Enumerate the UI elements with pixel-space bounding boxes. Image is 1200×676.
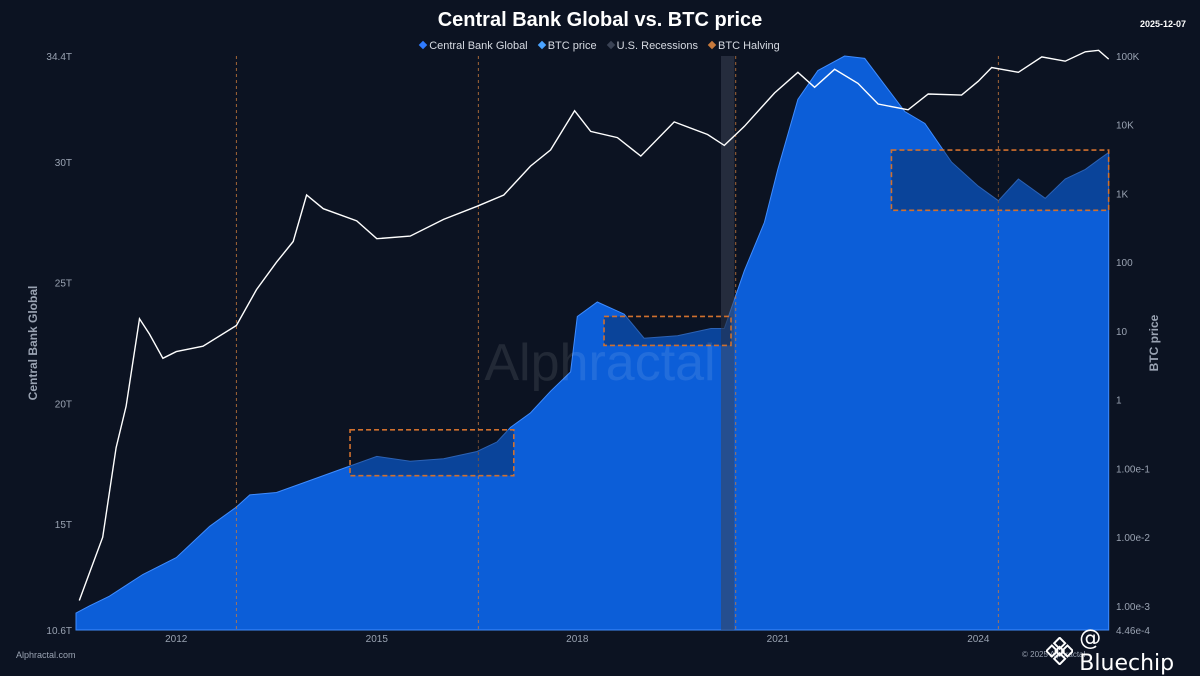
legend-label: U.S. Recessions: [616, 40, 698, 52]
highlight-box: [349, 429, 515, 477]
binance-logo-icon: [1046, 637, 1074, 665]
x-axis-tick: 2018: [566, 634, 589, 645]
highlight-box: [603, 315, 732, 347]
brand-text: @ Bluechip: [1079, 626, 1175, 676]
left-axis-tick: 25T: [55, 279, 72, 290]
right-axis-tick: 10K: [1116, 121, 1134, 132]
right-axis-tick: 100K: [1116, 52, 1140, 63]
date-stamp: 2025-12-07: [1139, 19, 1186, 29]
legend-marker-icon: [606, 40, 615, 50]
legend-label: BTC Halving: [718, 40, 780, 52]
right-axis-tick: 1K: [1116, 189, 1129, 200]
right-axis-tick: 1.00e-3: [1116, 602, 1150, 613]
legend-label: BTC price: [547, 40, 597, 52]
left-axis-tick: 34.4T: [46, 52, 72, 63]
legend: Central Bank Global BTC price U.S. Reces…: [0, 40, 1200, 52]
right-axis-tick: 10: [1116, 327, 1128, 338]
legend-item-btc-price[interactable]: BTC price: [537, 40, 597, 52]
legend-item-recessions[interactable]: U.S. Recessions: [606, 40, 698, 52]
btc-price-line: [78, 49, 1110, 601]
highlight-box: [890, 149, 1110, 212]
right-axis-label: BTC price: [1147, 314, 1161, 371]
legend-label: Central Bank Global: [429, 40, 528, 52]
legend-item-halving[interactable]: BTC Halving: [707, 40, 780, 52]
x-axis-tick: 2021: [767, 634, 790, 645]
x-axis-tick: 2012: [165, 634, 188, 645]
watermark-text: Alphractal: [484, 334, 715, 392]
recession-band: [720, 56, 735, 630]
right-axis-tick: 1.00e-2: [1116, 533, 1150, 544]
x-axis-tick: 2024: [967, 634, 990, 645]
legend-marker-icon: [537, 40, 546, 50]
source-text: Alphractal.com: [16, 650, 76, 660]
brand-badge: @ Bluechip: [1046, 626, 1200, 676]
left-axis-tick: 30T: [55, 158, 72, 169]
left-axis-label: Central Bank Global: [26, 286, 40, 401]
right-axis-tick: 100: [1116, 258, 1133, 269]
right-axis-tick: 1.00e-1: [1116, 464, 1150, 475]
legend-marker-icon: [707, 40, 717, 50]
right-axis-tick: 4.46e-4: [1116, 626, 1150, 637]
right-axis-tick: 1: [1116, 396, 1122, 407]
chart-title: Central Bank Global vs. BTC price: [437, 9, 763, 31]
left-axis-tick: 10.6T: [46, 626, 72, 637]
x-axis-tick: 2015: [366, 634, 389, 645]
legend-marker-icon: [418, 40, 428, 50]
left-axis-tick: 15T: [55, 520, 72, 531]
left-axis-tick: 20T: [55, 399, 72, 410]
legend-item-central-bank[interactable]: Central Bank Global: [418, 40, 528, 52]
